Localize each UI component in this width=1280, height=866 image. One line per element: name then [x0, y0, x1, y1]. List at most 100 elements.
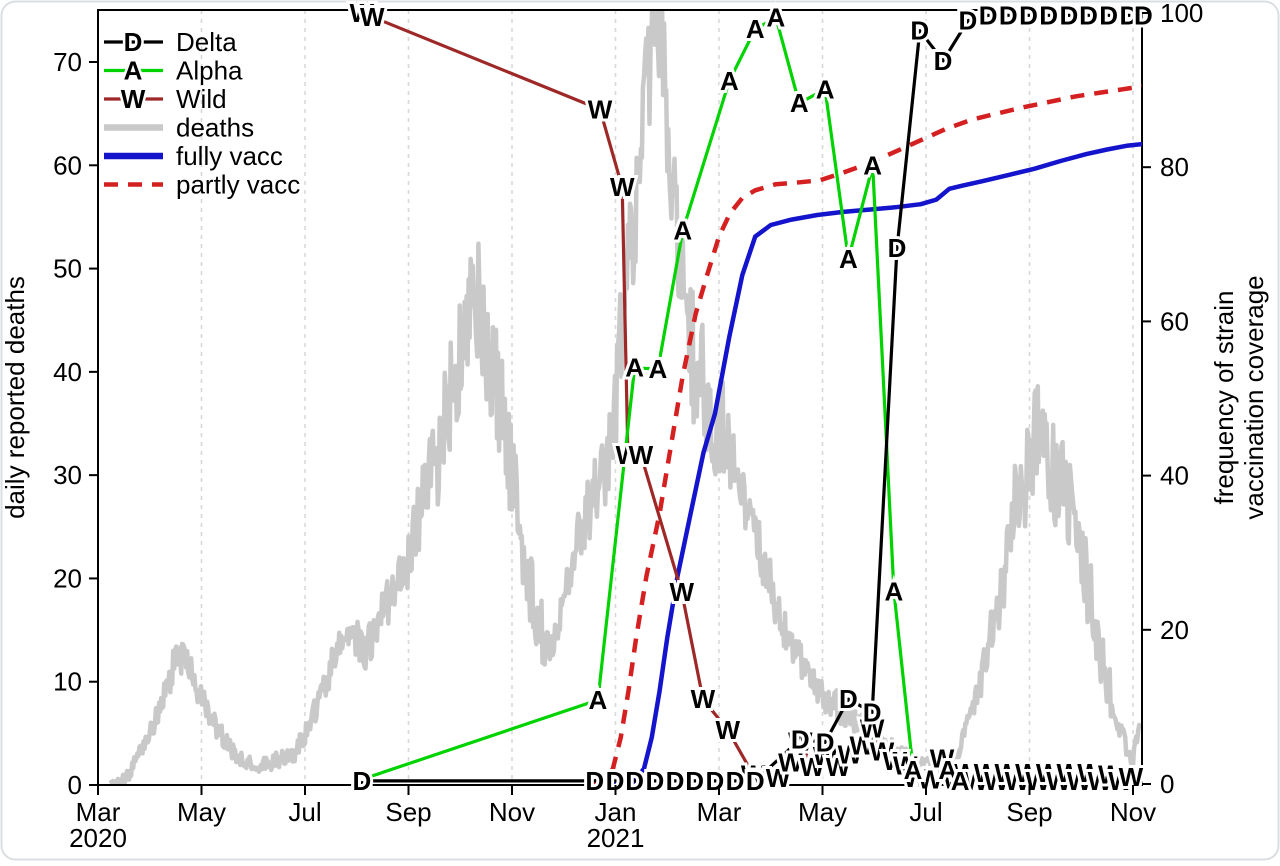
wild-marker: W [588, 94, 613, 124]
delta-marker: D [791, 724, 810, 754]
delta-marker: D [888, 233, 907, 263]
alpha-marker: A [589, 685, 608, 715]
wild-marker: W [1036, 758, 1061, 788]
wild-marker: W [963, 766, 988, 796]
x-tick-label: Jul [909, 797, 942, 827]
alpha-marker: A [746, 14, 765, 44]
alpha-marker: A [673, 215, 692, 245]
wild-marker: W [766, 763, 791, 793]
delta-marker: D [1099, 0, 1118, 30]
alpha-marker: A [720, 66, 739, 96]
delta-marker: D [666, 766, 685, 796]
legend-marker-A: A [124, 56, 143, 86]
wild-marker: W [1057, 758, 1082, 788]
left-tick-label: 50 [53, 254, 82, 284]
legend-label: deaths [176, 113, 254, 143]
left-tick-label: 0 [68, 770, 82, 800]
wild-marker: W [838, 740, 863, 770]
wild-marker: W [778, 747, 803, 777]
wild-marker: W [1108, 766, 1133, 796]
delta-marker: D [1059, 0, 1078, 30]
alpha-marker: A [839, 244, 858, 274]
alpha-marker: A [816, 74, 835, 104]
wild-marker: W [984, 766, 1009, 796]
right-tick-label: 20 [1160, 615, 1189, 645]
series-partly-vacc [591, 83, 1142, 785]
alpha-marker: A [767, 3, 786, 33]
alpha-marker: A [353, 764, 372, 794]
wild-marker: W [716, 715, 741, 745]
x-tick-label: Jul [288, 797, 321, 827]
legend-label: Alpha [176, 56, 243, 86]
series-alpha [361, 16, 962, 783]
x-tick-label: Sep [1006, 797, 1052, 827]
wild-marker: W [918, 764, 943, 794]
series-fully-vacc [594, 141, 1142, 785]
series-delta [361, 13, 1142, 783]
wild-marker: W [741, 760, 766, 790]
delta-marker: D [816, 727, 835, 757]
left-tick-label: 10 [53, 667, 82, 697]
x-tick-year: 2020 [69, 823, 127, 853]
x-tick-label: Nov [1110, 797, 1156, 827]
legend-label: fully vacc [176, 141, 283, 171]
wild-marker: W [870, 737, 895, 767]
wild-marker: W [1005, 766, 1030, 796]
delta-marker: D [353, 766, 372, 796]
wild-marker: W [350, 0, 375, 28]
delta-marker: D [726, 766, 745, 796]
x-tick-label: Nov [489, 797, 535, 827]
left-tick-label: 30 [53, 460, 82, 490]
gridlines [200, 10, 1134, 785]
left-axis: 0 10 20 30 40 50 60 70 daily reported deaths [0, 47, 98, 800]
legend-label: partly vacc [176, 170, 300, 200]
legend-item-partly-vacc: partly vacc [104, 170, 300, 200]
legend-item-wild: W Wild [104, 82, 227, 117]
left-tick-label: 20 [53, 563, 82, 593]
alpha-marker: A [951, 766, 970, 796]
right-axis: 0 20 40 60 80 100 frequency of strain vaccinati… [1142, 0, 1269, 799]
delta-marker: D [705, 766, 724, 796]
delta-marker: D [1134, 0, 1153, 30]
wild-marker: W [826, 752, 851, 782]
right-axis-title-line2: vaccination coverage [1239, 275, 1269, 519]
wild-marker: W [753, 764, 778, 794]
left-axis-title: daily reported deaths [0, 276, 30, 519]
delta-marker: D [839, 684, 858, 714]
markers-wild: WWWWWWWWWWWWWWWWWWWWWWWWWWWWWWWWWWWWWWWW… [347, 0, 1147, 799]
right-tick-label: 60 [1160, 306, 1189, 336]
wild-marker: W [994, 758, 1019, 788]
wild-marker: W [883, 746, 908, 776]
x-tick-label: May [798, 797, 847, 827]
wild-marker: W [691, 684, 716, 714]
wild-marker: W [610, 172, 635, 202]
x-tick-label: Mar [76, 797, 121, 827]
wild-marker: W [800, 752, 825, 782]
x-tick-label: Jan [595, 797, 637, 827]
x-tick-label: Mar [697, 797, 742, 827]
delta-marker: D [1019, 0, 1038, 30]
wild-marker: W [1067, 766, 1092, 796]
wild-marker: W [1046, 766, 1071, 796]
wild-marker: W [1088, 766, 1113, 796]
x-tick-label: Sep [385, 797, 431, 827]
plot-box [97, 9, 1143, 786]
wild-marker: W [1077, 758, 1102, 788]
delta-marker: D [979, 0, 998, 30]
right-tick-label: 0 [1160, 769, 1174, 799]
wild-marker: W [1119, 762, 1144, 792]
delta-marker: D [645, 766, 664, 796]
wild-marker: W [629, 440, 654, 470]
delta-marker: D [625, 766, 644, 796]
wild-marker: W [953, 758, 978, 788]
wild-marker: W [974, 758, 999, 788]
legend-label: Delta [176, 27, 237, 57]
x-tick-year: 2021 [587, 823, 645, 853]
wild-marker: W [893, 750, 918, 780]
right-tick-label: 100 [1160, 0, 1203, 28]
wild-marker: W [813, 741, 838, 771]
